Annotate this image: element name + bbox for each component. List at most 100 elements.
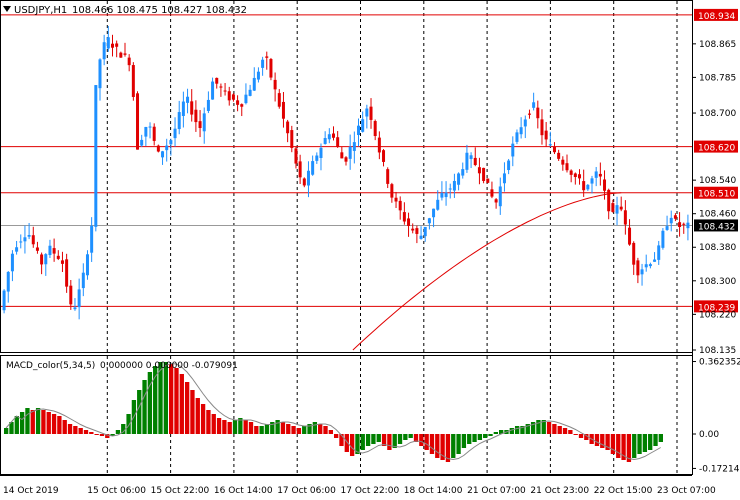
candle-body <box>6 271 10 292</box>
macd-bar <box>467 434 472 444</box>
price-tick-label: 108.700 <box>699 109 736 119</box>
candle-body <box>206 99 210 111</box>
macd-bar <box>41 410 46 434</box>
candle-body <box>552 146 556 153</box>
candle-body <box>611 203 615 212</box>
macd-bar <box>115 430 121 434</box>
candle-body <box>615 205 619 214</box>
candle-body <box>582 181 586 191</box>
macd-bar <box>110 434 115 436</box>
macd-bar <box>381 434 387 446</box>
macd-bar <box>73 426 78 434</box>
macd-bar <box>4 428 9 434</box>
candle-body <box>669 217 673 224</box>
candle-body <box>402 212 406 222</box>
symbol-label: USDJPY,H1 <box>14 5 67 16</box>
candle-body <box>227 91 231 101</box>
candle-body <box>382 150 386 162</box>
candle-body <box>490 189 494 197</box>
macd-bar <box>413 434 419 442</box>
macd-axis-labels: 0.362352 0.00 -0.172145 <box>692 358 740 474</box>
candle-body <box>315 155 319 161</box>
candle-body <box>65 259 69 287</box>
candle-body <box>215 77 219 84</box>
macd-bar <box>387 434 392 450</box>
macd-bar <box>552 424 557 434</box>
candle-body <box>452 180 456 191</box>
candle-body <box>115 43 119 47</box>
candle-body <box>436 199 440 210</box>
candle-body <box>73 307 77 310</box>
macd-signal-line <box>5 362 661 461</box>
macd-bar <box>206 410 211 434</box>
candle-body <box>319 147 323 158</box>
macd-bar <box>456 434 461 454</box>
macd-bar <box>94 434 99 435</box>
candle-body <box>427 218 431 224</box>
candle-body <box>123 53 127 55</box>
macd-bar <box>493 432 498 434</box>
candle-body <box>544 130 548 140</box>
macd-bar <box>594 434 600 446</box>
time-tick-label: 15 Oct 06:00 <box>87 486 146 496</box>
candle-body <box>586 184 590 190</box>
macd-bar <box>142 380 147 434</box>
macd-bar <box>355 434 360 454</box>
time-tick-label: 17 Oct 06:00 <box>277 486 336 496</box>
candle-body <box>648 264 652 267</box>
macd-bar <box>440 434 445 460</box>
candle-body <box>102 42 106 60</box>
price-tick-label: 108.135 <box>699 346 736 356</box>
macd-bar <box>169 364 174 434</box>
candle-body <box>181 101 185 116</box>
candle-body <box>640 269 644 275</box>
candle-body <box>394 197 398 202</box>
macd-bar <box>642 434 648 452</box>
candle-body <box>236 100 240 105</box>
candle-body <box>77 289 81 308</box>
candle-body <box>56 255 60 259</box>
candle-body <box>136 93 140 150</box>
macd-bar <box>509 428 514 434</box>
macd-bar <box>83 430 89 434</box>
macd-label: MACD_color(5,34,5) <box>6 361 95 371</box>
candle-body <box>482 167 486 181</box>
candle-body <box>444 192 448 198</box>
macd-bar <box>632 434 637 458</box>
candle-body <box>594 171 598 178</box>
macd-bar <box>248 422 254 434</box>
macd-bar <box>57 416 62 434</box>
current-price-badge <box>694 219 738 232</box>
candle-body <box>569 170 573 175</box>
candle-body <box>85 254 89 276</box>
candle-body <box>327 134 331 140</box>
macd-bar <box>25 408 30 434</box>
macd-bar <box>621 434 626 460</box>
candle-body <box>144 126 148 137</box>
level-label: 108.239 <box>698 303 735 313</box>
candle-body <box>628 227 632 245</box>
macd-bar <box>280 422 286 434</box>
macd-bar <box>179 374 184 434</box>
macd-bar <box>270 422 275 434</box>
candle-body <box>161 151 165 158</box>
candle-body <box>177 112 181 130</box>
triangle-down-icon[interactable] <box>3 6 11 12</box>
macd-bar <box>445 434 451 462</box>
macd-bar <box>349 434 355 456</box>
candle-body <box>281 101 285 119</box>
candle-body <box>269 59 273 78</box>
time-tick-label: 15 Oct 22:00 <box>151 486 210 496</box>
time-tick-label: 18 Oct 14:00 <box>404 486 463 496</box>
candle-body <box>198 121 202 129</box>
candle-body <box>336 137 340 147</box>
candle-body <box>532 102 536 108</box>
candle-body <box>52 248 56 254</box>
macd-bar <box>318 424 323 434</box>
price-tick-label: 108.540 <box>699 176 736 186</box>
candle-body <box>473 157 477 166</box>
candle-body <box>194 109 198 123</box>
macd-bar <box>190 390 195 434</box>
macd-bar <box>525 424 530 434</box>
